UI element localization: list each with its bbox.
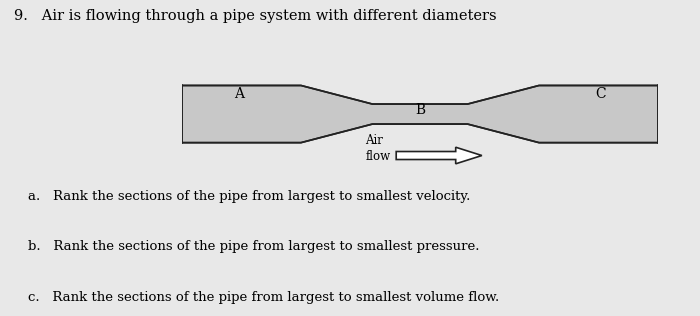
Text: c.   Rank the sections of the pipe from largest to smallest volume flow.: c. Rank the sections of the pipe from la…: [28, 291, 499, 304]
Text: b.   Rank the sections of the pipe from largest to smallest pressure.: b. Rank the sections of the pipe from la…: [28, 240, 480, 253]
Polygon shape: [396, 147, 482, 164]
Text: a.   Rank the sections of the pipe from largest to smallest velocity.: a. Rank the sections of the pipe from la…: [28, 190, 470, 203]
Text: B: B: [415, 103, 425, 117]
Text: Air
flow: Air flow: [365, 134, 391, 163]
Text: 9.   Air is flowing through a pipe system with different diameters: 9. Air is flowing through a pipe system …: [14, 9, 496, 23]
Text: C: C: [596, 87, 606, 101]
Polygon shape: [182, 85, 658, 143]
Text: A: A: [234, 87, 244, 101]
